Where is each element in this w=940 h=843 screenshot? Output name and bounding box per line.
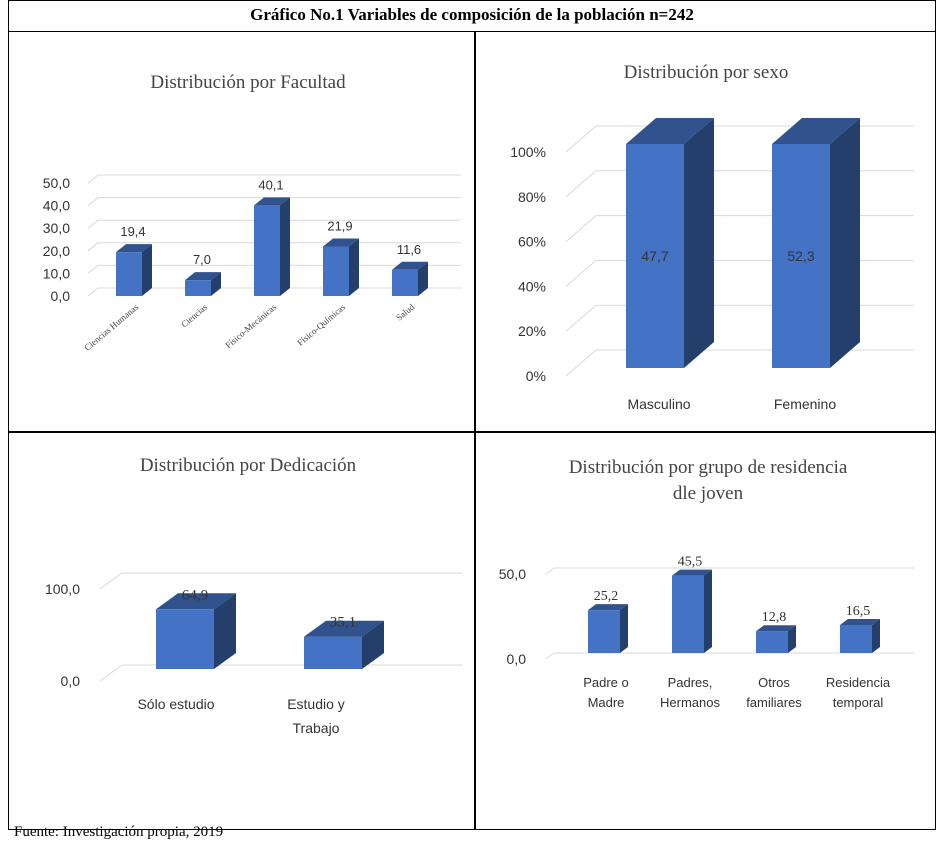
y-tick-label: 40% bbox=[518, 278, 546, 294]
y-tick-label: 30,0 bbox=[43, 220, 70, 236]
gridline bbox=[87, 219, 461, 229]
y-tick-label: 20% bbox=[518, 323, 546, 339]
bar bbox=[116, 244, 152, 296]
bar bbox=[672, 569, 712, 653]
x-tick-label: familiares bbox=[746, 695, 802, 710]
figure-title: Gráfico No.1 Variables de composición de… bbox=[8, 0, 936, 32]
gridline bbox=[565, 215, 914, 242]
gridline bbox=[87, 174, 461, 184]
x-tick-label: Ciencias Humanas bbox=[82, 302, 140, 353]
figure-footnote: Fuente: Investigación propia, 2019 bbox=[14, 824, 224, 840]
data-label: 40,1 bbox=[258, 177, 283, 192]
y-tick-label: 0% bbox=[526, 368, 546, 384]
y-tick-label: 20,0 bbox=[43, 243, 70, 259]
bar bbox=[756, 625, 796, 653]
gridline bbox=[565, 125, 914, 153]
data-label: 25,2 bbox=[594, 589, 619, 604]
x-tick-label: Hermanos bbox=[660, 695, 720, 710]
gridline bbox=[545, 567, 914, 575]
y-tick-label: 100,0 bbox=[45, 581, 80, 597]
gridline bbox=[565, 259, 914, 287]
x-tick-label: Padres, bbox=[668, 675, 713, 690]
x-tick-label: Residencia bbox=[826, 675, 891, 690]
gridline bbox=[545, 652, 914, 660]
y-tick-label: 0,0 bbox=[61, 673, 81, 689]
chart-title: Distribución por Dedicación bbox=[140, 455, 357, 476]
bar bbox=[323, 238, 359, 296]
gridline bbox=[99, 572, 463, 590]
x-tick-label: Trabajo bbox=[293, 720, 340, 736]
bar bbox=[185, 272, 221, 296]
bar bbox=[392, 261, 428, 296]
chart-title: Distribución por Facultad bbox=[150, 72, 346, 93]
x-tick-label: Madre bbox=[588, 695, 625, 710]
y-tick-label: 40,0 bbox=[43, 198, 70, 214]
y-tick-label: 100% bbox=[510, 144, 546, 160]
bar bbox=[156, 593, 236, 669]
chart-residencia: Distribución por grupo de residencia dle … bbox=[499, 457, 914, 710]
gridline bbox=[87, 197, 461, 206]
bar bbox=[254, 197, 290, 296]
bar bbox=[840, 618, 880, 653]
data-label: 47,7 bbox=[641, 248, 668, 264]
data-label: 45,5 bbox=[678, 555, 703, 570]
x-tick-label: Otros bbox=[758, 675, 790, 690]
x-tick-label: Físico-Químicas bbox=[295, 302, 347, 348]
x-tick-label: Sólo estudio bbox=[137, 696, 214, 712]
gridline bbox=[565, 170, 914, 198]
data-label: 11,6 bbox=[397, 242, 421, 257]
data-label: 21,9 bbox=[327, 219, 352, 234]
chart-title: dle joven bbox=[673, 483, 744, 504]
chart-dedicacion: Distribución por Dedicación 0,0 100,0 64,9 3… bbox=[45, 455, 463, 736]
chart-facultad: Distribución por Facultad 0,0 10,0 20,0 30,0… bbox=[43, 72, 461, 353]
x-tick-label: Ciencias bbox=[179, 302, 210, 330]
data-label: 12,8 bbox=[762, 610, 787, 625]
figure-frame bbox=[8, 0, 936, 830]
data-label: 52,3 bbox=[787, 248, 814, 264]
x-tick-label: Femenino bbox=[774, 396, 836, 412]
data-label: 19,4 bbox=[120, 224, 145, 239]
x-tick-label: Salud bbox=[394, 302, 417, 323]
x-tick-label: Padre o bbox=[583, 675, 629, 690]
x-tick-label: temporal bbox=[833, 695, 884, 710]
y-tick-label: 60% bbox=[518, 234, 546, 250]
y-tick-label: 0,0 bbox=[507, 651, 527, 667]
data-label: 16,5 bbox=[846, 604, 871, 619]
panel-divider-horizontal bbox=[8, 431, 936, 433]
data-label: 64,9 bbox=[182, 587, 208, 603]
data-label: 35,1 bbox=[330, 615, 356, 631]
bar bbox=[626, 118, 714, 368]
bar bbox=[304, 620, 384, 669]
chart-title: Distribución por grupo de residencia bbox=[569, 457, 848, 478]
y-tick-label: 10,0 bbox=[43, 265, 70, 281]
chart-title: Distribución por sexo bbox=[624, 62, 789, 83]
chart-sexo: Distribución por sexo 0% 20% 40% 60% 80% 100% 4… bbox=[510, 62, 914, 412]
y-tick-label: 80% bbox=[518, 189, 546, 205]
x-tick-label: Físico-Mecánicas bbox=[223, 302, 278, 351]
x-tick-label: Estudio y bbox=[287, 696, 345, 712]
gridline bbox=[565, 304, 914, 332]
gridline bbox=[99, 664, 463, 682]
bar bbox=[588, 604, 628, 653]
y-tick-label: 50,0 bbox=[43, 175, 70, 191]
bar bbox=[772, 118, 860, 368]
data-label: 7,0 bbox=[193, 252, 211, 267]
gridline bbox=[565, 349, 914, 377]
x-tick-label: Masculino bbox=[627, 396, 690, 412]
y-tick-label: 50,0 bbox=[499, 566, 526, 582]
y-tick-label: 0,0 bbox=[51, 288, 71, 304]
